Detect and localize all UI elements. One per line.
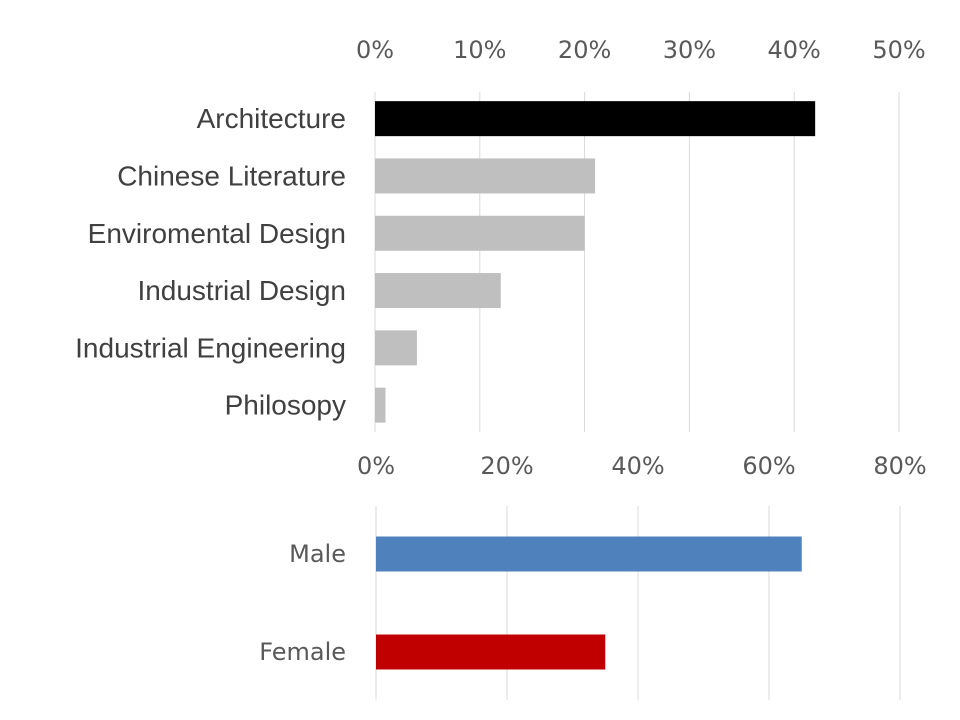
major-bar: [375, 101, 816, 137]
tick-label: 60%: [742, 452, 795, 480]
tick-label: 20%: [480, 452, 533, 480]
category-label: Female: [259, 638, 346, 666]
gender-bar: [376, 634, 606, 670]
tick-label: 10%: [453, 36, 506, 64]
gender-bar: [376, 536, 802, 572]
gender-chart: 0% 20% 40% 60% 80% Male Female: [259, 452, 927, 700]
majors-chart: 0% 10% 20% 30% 40% 50% Architecture Chinese Lit…: [75, 36, 926, 432]
category-label: Philosopy: [225, 390, 346, 421]
major-bar: [375, 215, 585, 251]
major-bar: [375, 158, 596, 194]
category-label: Male: [289, 540, 346, 568]
major-bar: [375, 273, 501, 309]
tick-label: 80%: [873, 452, 926, 480]
category-label: Enviromental Design: [88, 218, 346, 249]
tick-label: 0%: [357, 452, 395, 480]
tick-label: 50%: [872, 36, 925, 64]
category-label: Chinese Literature: [117, 160, 346, 191]
tick-label: 30%: [663, 36, 716, 64]
tick-label: 40%: [611, 452, 664, 480]
category-label: Architecture: [197, 103, 346, 134]
tick-label: 0%: [356, 36, 394, 64]
category-label: Industrial Design: [137, 275, 346, 306]
major-bar: [375, 330, 417, 366]
tick-label: 20%: [558, 36, 611, 64]
major-bar: [375, 387, 386, 423]
category-label: Industrial Engineering: [75, 332, 346, 363]
tick-label: 40%: [768, 36, 821, 64]
